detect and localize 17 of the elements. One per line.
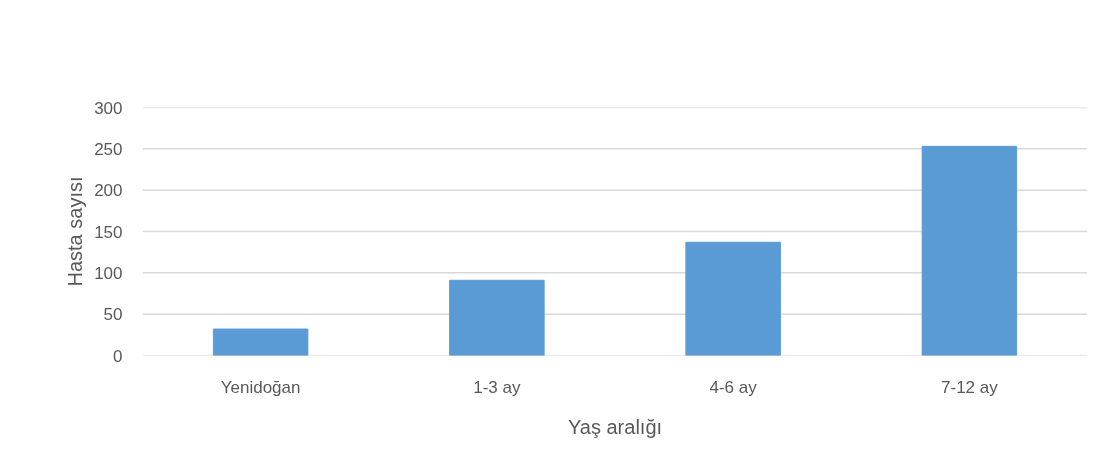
y-tick-label: 200 [94,181,123,201]
y-tick-label: 250 [94,139,123,159]
y-tick-label: 150 [94,222,123,242]
y-tick-label: 100 [94,263,123,283]
x-tick-label: 7-12 ay [941,377,999,397]
x-tick-label: 4-6 ay [709,377,758,397]
bar [449,279,545,356]
x-tick-label: Yenidoğan [220,377,301,397]
y-axis-title: Hasta sayısı [64,176,87,287]
x-axis-title: Yaş aralığı [567,415,663,438]
bar [212,328,309,356]
bar [921,145,1018,356]
bar [685,241,781,356]
y-tick-label: 0 [113,346,123,366]
y-tick-label: 50 [103,305,123,325]
y-tick-label: 300 [94,98,123,118]
x-tick-label: 1-3 ay [473,377,521,397]
